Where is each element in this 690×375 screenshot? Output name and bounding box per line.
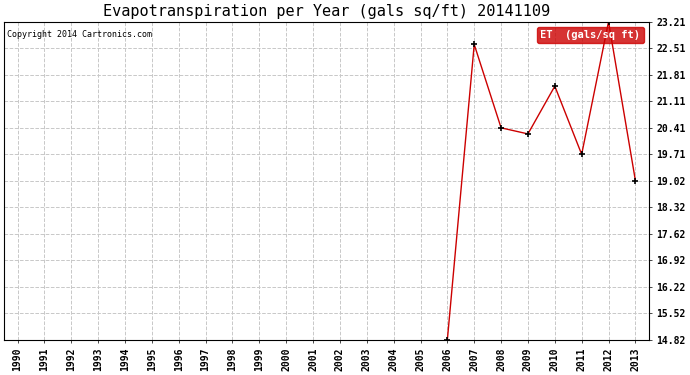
Legend: ET  (gals/sq ft): ET (gals/sq ft) xyxy=(538,27,644,43)
Title: Evapotranspiration per Year (gals sq/ft) 20141109: Evapotranspiration per Year (gals sq/ft)… xyxy=(103,4,550,19)
Text: Copyright 2014 Cartronics.com: Copyright 2014 Cartronics.com xyxy=(8,30,152,39)
